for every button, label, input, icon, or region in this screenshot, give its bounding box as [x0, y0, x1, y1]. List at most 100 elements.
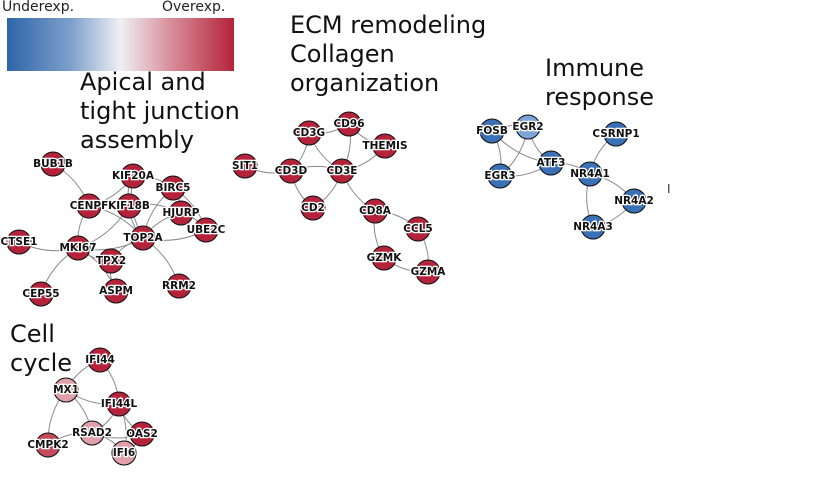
node-circle-rsad2	[79, 420, 105, 446]
node-circle-sit1	[232, 153, 258, 179]
node-circle-oas2	[129, 421, 155, 447]
node-bub1b: BUB1B	[32, 151, 74, 177]
legend-low-label: Underexp.	[2, 0, 75, 15]
node-circle-cd3e	[329, 158, 355, 184]
node-circle-ifi44	[87, 347, 113, 373]
node-label-cd3g: CD3G	[293, 127, 325, 139]
node-label-sit1: SIT1	[232, 160, 258, 172]
node-label-ctse1: CTSE1	[1, 236, 38, 248]
cluster-label-apical: Apical and tight junction assembly	[80, 68, 240, 154]
stray-mark: I	[667, 182, 671, 196]
node-kif18b: KIF18B	[107, 193, 151, 219]
node-cd3g: CD3G	[292, 120, 326, 146]
node-circle-themis	[372, 133, 398, 159]
node-circle-fosb	[479, 118, 505, 144]
node-nr4a2: NR4A2	[613, 188, 655, 214]
node-cd96: CD96	[332, 111, 366, 137]
node-circle-ctse1	[6, 229, 32, 255]
node-csrnp1: CSRNP1	[591, 121, 641, 147]
node-cmpk2: CMPK2	[26, 432, 70, 458]
node-label-cenpf: CENPF	[70, 200, 109, 212]
node-circle-cd2	[300, 195, 326, 221]
node-cenpf: CENPF	[68, 193, 110, 219]
node-circle-birc5	[160, 175, 186, 201]
legend-color-scale	[7, 18, 234, 71]
node-tpx2: TPX2	[95, 248, 127, 274]
node-circle-cd96	[336, 111, 362, 137]
node-circle-cep55	[28, 281, 54, 307]
node-kif20a: KIF20A	[111, 163, 156, 189]
node-label-csrnp1: CSRNP1	[592, 128, 639, 140]
node-nr4a1: NR4A1	[569, 161, 611, 187]
node-circle-nr4a3	[580, 214, 606, 240]
node-hjurp: HJURP	[161, 200, 201, 226]
node-circle-ccl5	[405, 216, 431, 242]
node-label-birc5: BIRC5	[155, 182, 190, 194]
node-gzmk: GZMK	[365, 245, 404, 271]
node-circle-egr3	[487, 163, 513, 189]
node-label-oas2: OAS2	[126, 428, 158, 440]
node-circle-ube2c	[193, 217, 219, 243]
node-mki67: MKI67	[58, 235, 98, 261]
node-cd3e: CD3E	[325, 158, 359, 184]
node-label-ube2c: UBE2C	[187, 224, 226, 236]
node-label-kif20a: KIF20A	[112, 170, 155, 182]
node-circle-hjurp	[168, 200, 194, 226]
node-circle-gzmk	[371, 245, 397, 271]
node-cd8a: CD8A	[358, 198, 393, 224]
node-label-mki67: MKI67	[59, 242, 96, 254]
node-ccl5: CCL5	[402, 216, 434, 242]
node-label-ccl5: CCL5	[403, 223, 432, 235]
node-cd2: CD2	[300, 195, 326, 221]
node-circle-cd3d	[278, 158, 304, 184]
node-oas2: OAS2	[125, 421, 159, 447]
node-birc5: BIRC5	[154, 175, 192, 201]
node-label-bub1b: BUB1B	[33, 158, 73, 170]
node-circle-kif20a	[120, 163, 146, 189]
node-label-egr3: EGR3	[484, 170, 515, 182]
node-circle-egr2	[515, 114, 541, 140]
node-ube2c: UBE2C	[185, 217, 227, 243]
node-label-egr2: EGR2	[512, 121, 543, 133]
node-label-cd3e: CD3E	[327, 165, 358, 177]
node-label-kif18b: KIF18B	[108, 200, 150, 212]
node-circle-top2a	[130, 225, 156, 251]
node-label-top2a: TOP2A	[123, 232, 163, 244]
node-label-mx1: MX1	[53, 384, 79, 396]
node-atf3: ATF3	[535, 150, 567, 176]
node-circle-atf3	[538, 150, 564, 176]
node-label-nr4a2: NR4A2	[614, 195, 654, 207]
legend-high-label: Overexp.	[162, 0, 226, 15]
node-circle-nr4a2	[621, 188, 647, 214]
node-circle-ifi6	[111, 440, 137, 466]
node-ctse1: CTSE1	[0, 229, 39, 255]
cluster-label-immune: Immune response	[545, 54, 655, 111]
node-circle-bub1b	[40, 151, 66, 177]
node-circle-aspm	[103, 278, 129, 304]
node-label-hjurp: HJURP	[162, 207, 199, 219]
node-label-ifi44l: IFI44L	[101, 398, 138, 410]
node-circle-cenpf	[76, 193, 102, 219]
node-rsad2: RSAD2	[71, 420, 113, 446]
node-ifi44: IFI44	[84, 347, 116, 373]
node-circle-cmpk2	[35, 432, 61, 458]
node-label-ifi44: IFI44	[85, 354, 115, 366]
node-circle-cd3g	[296, 120, 322, 146]
node-circle-nr4a1	[577, 161, 603, 187]
node-ifi6: IFI6	[111, 440, 137, 466]
node-gzma: GZMA	[409, 259, 448, 285]
node-label-nr4a3: NR4A3	[573, 221, 613, 233]
node-label-gzmk: GZMK	[367, 252, 403, 264]
node-egr3: EGR3	[483, 163, 517, 189]
node-circle-mx1	[53, 377, 79, 403]
node-circle-kif18b	[116, 193, 142, 219]
node-label-rsad2: RSAD2	[72, 427, 112, 439]
node-label-cd8a: CD8A	[359, 205, 392, 217]
node-label-aspm: ASPM	[99, 285, 133, 297]
cluster-label-ecm: ECM remodeling Collagen organization	[290, 11, 487, 97]
node-mx1: MX1	[52, 377, 80, 403]
node-circle-csrnp1	[603, 121, 629, 147]
node-label-atf3: ATF3	[537, 157, 566, 169]
node-cep55: CEP55	[21, 281, 61, 307]
node-label-nr4a1: NR4A1	[570, 168, 610, 180]
